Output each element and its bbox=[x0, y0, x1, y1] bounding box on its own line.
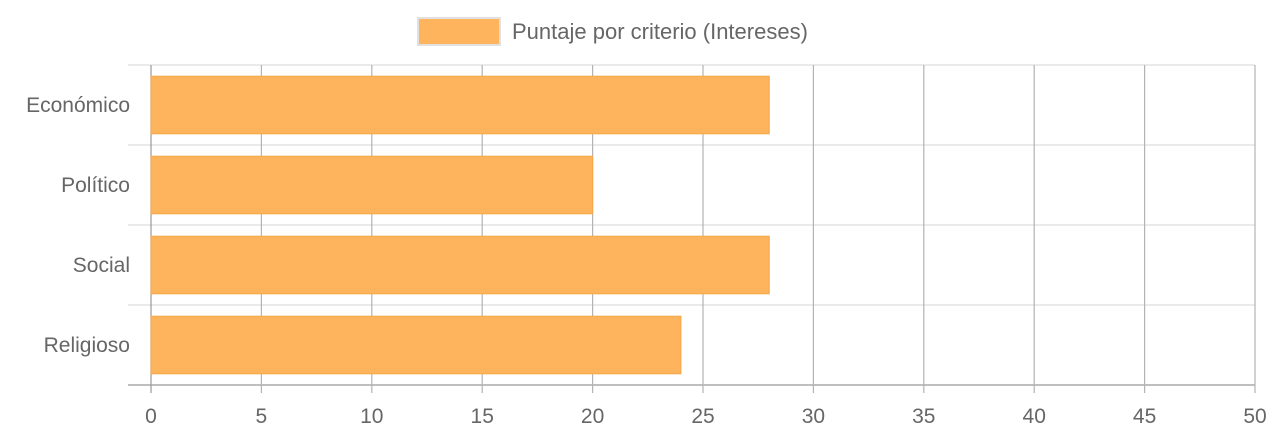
y-tick-label: Político bbox=[61, 174, 130, 197]
x-tick-label: 5 bbox=[256, 405, 268, 428]
x-tick-label: 50 bbox=[1243, 405, 1266, 428]
legend-swatch bbox=[417, 17, 501, 46]
bar bbox=[150, 75, 770, 135]
x-tick-label: 0 bbox=[145, 405, 157, 428]
y-axis-labels: Económico Político Social Religioso bbox=[26, 94, 130, 357]
bar bbox=[150, 235, 770, 295]
y-tick-label: Social bbox=[73, 254, 130, 277]
bar bbox=[150, 155, 594, 215]
chart-legend[interactable]: Puntaje por criterio (Intereses) bbox=[417, 17, 808, 46]
x-tick-label: 35 bbox=[912, 405, 935, 428]
x-axis-labels: 0 5 10 15 20 25 30 35 40 45 50 bbox=[145, 405, 1267, 428]
chart-bars bbox=[150, 75, 770, 375]
y-tick-label: Religioso bbox=[44, 334, 130, 357]
x-tick-label: 20 bbox=[581, 405, 604, 428]
legend-label: Puntaje por criterio (Intereses) bbox=[512, 19, 808, 44]
x-tick-label: 30 bbox=[802, 405, 825, 428]
x-tick-label: 25 bbox=[691, 405, 714, 428]
x-tick-label: 10 bbox=[360, 405, 383, 428]
x-tick-label: 15 bbox=[471, 405, 494, 428]
y-tick-label: Económico bbox=[26, 94, 130, 117]
bar bbox=[150, 315, 682, 375]
x-tick-label: 40 bbox=[1023, 405, 1046, 428]
x-tick-label: 45 bbox=[1133, 405, 1156, 428]
